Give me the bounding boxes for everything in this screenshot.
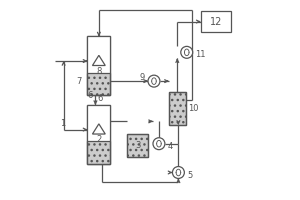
Text: 1: 1 <box>60 119 65 128</box>
Bar <box>169 92 186 125</box>
Text: 3: 3 <box>135 141 140 150</box>
Bar <box>169 92 186 125</box>
Text: 6: 6 <box>98 94 103 103</box>
Text: 9: 9 <box>140 73 145 82</box>
Text: 12: 12 <box>210 17 222 27</box>
Bar <box>87 105 110 164</box>
Text: 8: 8 <box>96 67 101 76</box>
Bar <box>87 105 110 164</box>
Bar <box>87 105 110 141</box>
Bar <box>127 134 148 157</box>
Bar <box>87 36 110 73</box>
Text: 2: 2 <box>96 135 101 144</box>
Text: 10: 10 <box>188 104 198 113</box>
Text: 7: 7 <box>76 77 82 86</box>
Bar <box>87 73 110 95</box>
Bar <box>87 141 110 164</box>
Bar <box>87 36 110 95</box>
Bar <box>87 36 110 95</box>
Circle shape <box>181 46 193 58</box>
Bar <box>127 134 148 157</box>
Text: 11: 11 <box>195 50 205 59</box>
Bar <box>201 11 231 32</box>
Circle shape <box>153 138 165 150</box>
Text: 5: 5 <box>187 171 192 180</box>
Text: 4: 4 <box>168 142 173 151</box>
Circle shape <box>172 167 184 178</box>
Circle shape <box>148 75 160 87</box>
Text: 6: 6 <box>88 91 93 100</box>
